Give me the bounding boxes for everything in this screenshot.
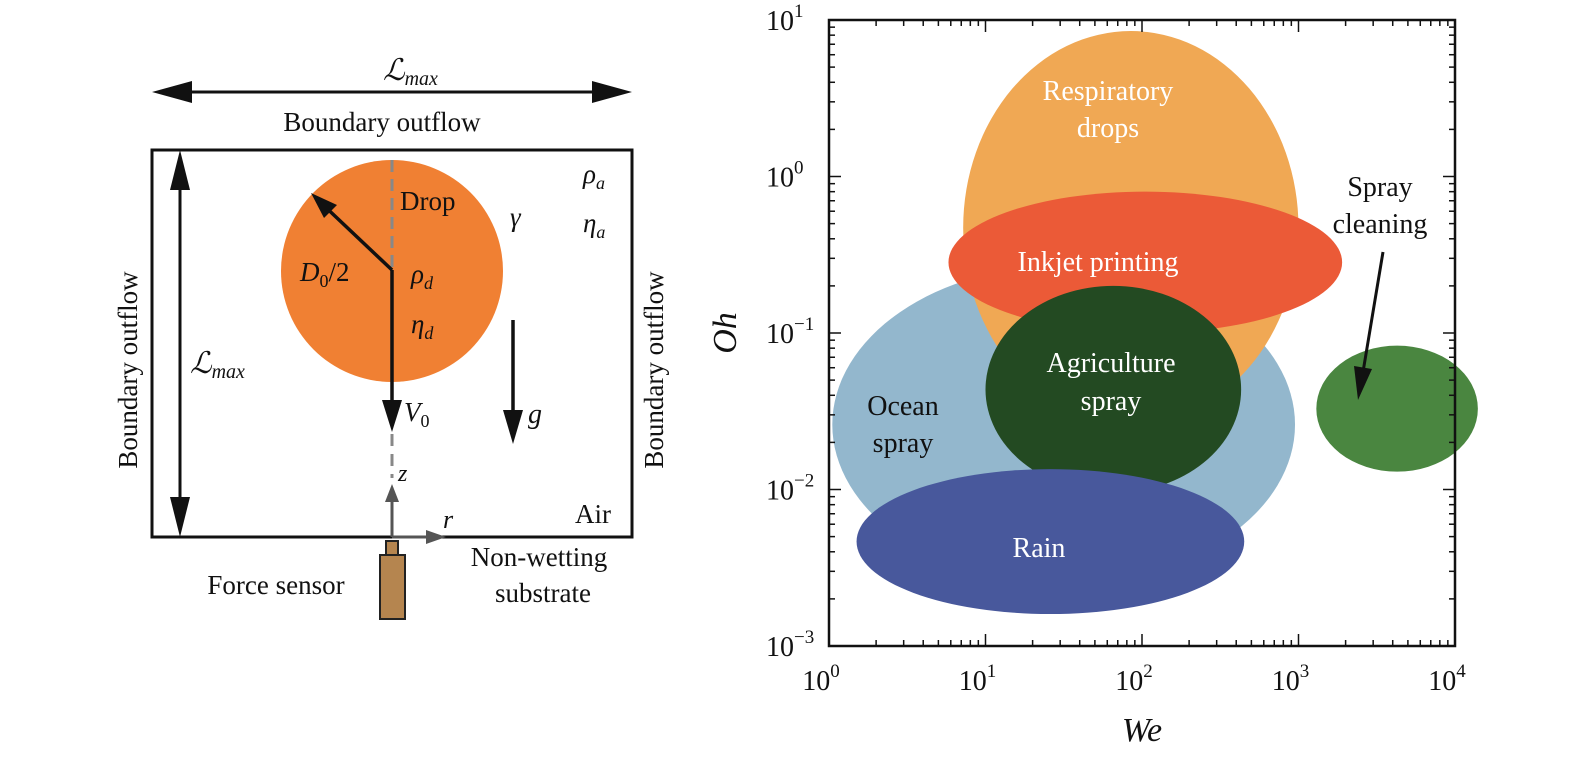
region-label-respiratory-drops: drops	[1077, 113, 1139, 144]
eta-d-label: ηd	[411, 309, 434, 343]
boundary-top-label: Boundary outflow	[283, 107, 481, 137]
substrate-label-line2: substrate	[495, 578, 591, 608]
y-tick-label: 10−3	[766, 627, 814, 663]
y-tick-label: 101	[766, 1, 804, 37]
region-rain	[856, 469, 1245, 615]
region-label-inkjet-printing: Inkjet printing	[1018, 247, 1179, 278]
region-label-ocean-spray: Ocean	[867, 391, 939, 422]
region-label-agriculture-spray: Agriculture	[1046, 348, 1175, 379]
chart-ticks	[828, 20, 1455, 647]
spray-cleaning-arrow	[1361, 251, 1385, 373]
x-tick-label: 102	[1115, 661, 1153, 697]
z-arrowhead	[385, 484, 399, 502]
sensor-tip	[385, 540, 399, 556]
y-axis-label: Oh	[707, 312, 744, 354]
x-tick-label: 101	[959, 661, 997, 697]
radius-arrow	[316, 198, 394, 272]
r-arrowhead	[426, 530, 446, 544]
region-label-ocean-spray: spray	[873, 428, 934, 459]
x-axis-label: We	[1122, 712, 1162, 749]
spray-cleaning-arrowhead	[1354, 366, 1372, 400]
lmax-side-arrow	[170, 150, 190, 537]
air-label: Air	[575, 499, 611, 529]
region-label-rain: Rain	[1013, 533, 1066, 564]
x-tick-label: 103	[1272, 661, 1310, 697]
y-tick-label: 100	[766, 158, 804, 194]
schematic-panel: ℒmax Boundary outflow ℒmax Boundary outf…	[113, 54, 669, 620]
rho-a-label: ρa	[582, 159, 605, 193]
y-tick-label: 10−1	[766, 314, 814, 350]
drop-label: Drop	[400, 186, 456, 216]
spray-cleaning-annotation-line1: Spray	[1347, 172, 1412, 203]
gamma-label: γ	[510, 202, 522, 232]
boundary-left-label: Boundary outflow	[113, 271, 143, 469]
v0-label: V0	[404, 397, 430, 431]
chart-tick-labels: 100 101 102 103 104 10−3 10−2 10−1 100 101	[766, 1, 1466, 697]
d0-label: D0/2	[299, 257, 350, 291]
force-sensor-body	[379, 554, 406, 620]
eta-a-label: ηa	[583, 208, 605, 242]
lmax-side-label: ℒmax	[190, 347, 245, 383]
radius-arrowhead	[311, 193, 337, 218]
lmax-top-arrow	[152, 81, 632, 103]
gravity-label: g	[528, 399, 542, 430]
x-tick-label: 100	[802, 661, 840, 697]
regime-chart: Ocean spray Respiratory drops Inkjet printin…	[707, 1, 1478, 749]
lmax-top-label: ℒmax	[383, 54, 438, 90]
boundary-right-label: Boundary outflow	[639, 271, 669, 469]
region-inkjet-printing	[948, 191, 1343, 333]
chart-region-labels: Ocean spray Respiratory drops Inkjet printin…	[867, 76, 1178, 564]
x-tick-label: 104	[1428, 661, 1466, 697]
rho-d-label: ρd	[410, 259, 434, 293]
z-label: z	[397, 461, 408, 487]
region-spray-cleaning	[1316, 345, 1478, 472]
region-label-agriculture-spray: spray	[1081, 386, 1142, 417]
region-agriculture-spray	[985, 285, 1242, 493]
substrate-label-line1: Non-wetting	[471, 542, 607, 572]
r-label: r	[443, 505, 454, 534]
region-label-respiratory-drops: Respiratory	[1043, 76, 1174, 107]
velocity-arrowhead	[382, 400, 402, 432]
force-sensor-label: Force sensor	[207, 570, 344, 600]
y-tick-label: 10−2	[766, 471, 814, 507]
spray-cleaning-annotation-line2: cleaning	[1333, 209, 1428, 240]
gravity-arrowhead	[503, 410, 523, 444]
chart-regions	[832, 31, 1478, 615]
